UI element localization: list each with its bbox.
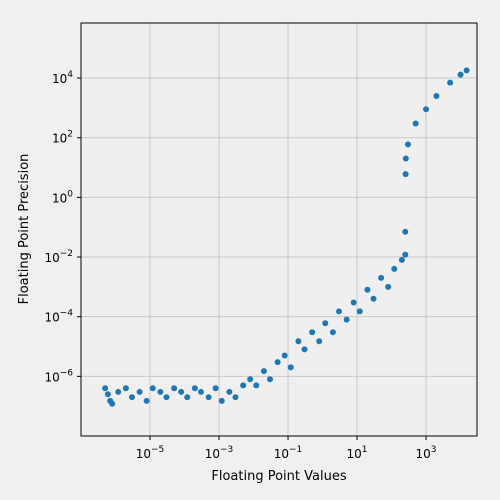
y-tick-exponent: −6 [60,368,74,378]
data-point [171,385,177,391]
data-point [219,398,225,404]
y-tick-base: 10 [44,311,59,325]
data-point [403,171,409,177]
x-tick-base: 10 [347,447,362,461]
data-point [240,382,246,388]
y-tick-label: 10−6 [44,368,73,384]
y-tick-label: 100 [52,189,73,205]
data-point [102,385,108,391]
plot-area [81,23,477,436]
data-point [109,401,115,407]
data-point [150,385,156,391]
x-tick-exponent: 1 [362,445,368,455]
x-tick-base: 10 [274,447,289,461]
x-tick-exponent: −3 [220,445,233,455]
data-point [115,389,121,395]
data-point [370,296,376,302]
data-point [247,376,253,382]
data-point [184,394,190,400]
data-point [178,389,184,395]
data-point [253,382,259,388]
y-axis-label: Floating Point Precision [17,154,32,305]
data-point [336,308,342,314]
data-point [405,141,411,147]
data-point [399,257,405,263]
y-tick-label: 104 [52,70,73,86]
data-point [402,252,408,258]
x-tick-base: 10 [205,447,220,461]
data-point [344,317,350,323]
x-tick-base: 10 [416,447,431,461]
x-tick-exponent: −5 [151,445,164,455]
data-point [157,389,163,395]
data-point [364,287,370,293]
x-tick-exponent: 3 [431,445,437,455]
data-point [123,385,129,391]
data-point [105,391,111,397]
x-tick-exponent: −1 [289,445,302,455]
data-point [129,394,135,400]
data-point [213,385,219,391]
data-point [206,394,212,400]
y-tick-base: 10 [52,72,67,86]
y-tick-exponent: −4 [60,309,74,319]
data-point [357,308,363,314]
data-point [288,364,294,370]
data-point [226,389,232,395]
y-tick-label: 10−4 [44,309,73,325]
x-tick-label: 10−1 [274,445,303,461]
data-point [351,299,357,305]
data-point [137,389,143,395]
x-tick-label: 10−3 [205,445,234,461]
data-point [192,385,198,391]
y-tick-label: 102 [52,130,73,146]
x-axis: 10−5 10−3 10−1 101 103 [136,436,437,461]
data-point [198,389,204,395]
y-tick-base: 10 [44,251,59,265]
data-point [295,338,301,344]
data-point [464,67,470,73]
y-tick-label: 10−2 [44,249,73,265]
x-tick-label: 103 [416,445,437,461]
data-point [322,320,328,326]
data-point [267,376,273,382]
y-tick-base: 10 [52,191,67,205]
data-point [447,80,453,86]
y-tick-exponent: 0 [67,189,73,199]
data-point [301,346,307,352]
x-axis-label: Floating Point Values [211,469,346,484]
x-tick-label: 101 [347,445,368,461]
data-point [413,120,419,126]
y-tick-base: 10 [52,132,67,146]
data-point [316,338,322,344]
data-point [433,93,439,99]
y-tick-exponent: 2 [67,130,73,140]
data-point [261,368,267,374]
data-point [391,266,397,272]
data-point [378,275,384,281]
data-point [309,329,315,335]
data-point [403,156,409,162]
data-point [330,329,336,335]
x-tick-base: 10 [136,447,151,461]
x-tick-label: 10−5 [136,445,165,461]
y-tick-base: 10 [44,370,59,384]
data-point [144,398,150,404]
data-point [458,72,464,78]
data-point [402,229,408,235]
data-point [275,359,281,365]
y-tick-exponent: −2 [60,249,73,259]
y-tick-exponent: 4 [67,70,73,80]
data-point [163,394,169,400]
data-point [282,352,288,358]
data-point [232,394,238,400]
data-point [385,284,391,290]
data-point [423,106,429,112]
